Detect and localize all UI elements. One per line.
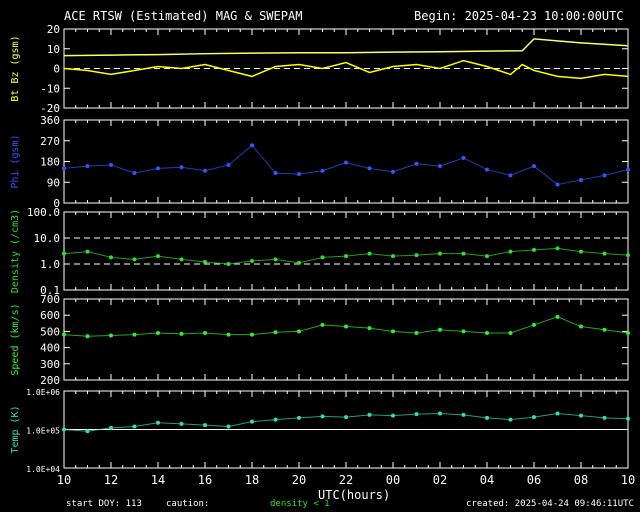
density-caution-note: density < 1 — [270, 499, 330, 509]
x-tick-label: 00 — [386, 473, 400, 487]
y-tick-label-speed: 400 — [40, 342, 60, 355]
y-tick-label-density: 100.0 — [27, 206, 60, 219]
panel-frame-density — [63, 211, 629, 291]
created-time: created: 2025-04-24 09:46:11UTC — [466, 499, 634, 509]
y-tick-label-phi: 0 — [53, 197, 60, 210]
x-tick-label: 10 — [621, 473, 635, 487]
caution-label: caution: — [166, 499, 210, 509]
y-tick-label-mag: -10 — [40, 82, 60, 95]
y-tick-label-speed: 700 — [40, 293, 60, 306]
panel-frames — [63, 28, 629, 469]
y-tick-label-speed: 300 — [40, 358, 60, 371]
axis-labels: 20 10 0 -10 -20 Bt Bz (gsm) 360 270 180 90 0 Phi (g… — [10, 23, 635, 487]
y-tick-label-speed: 600 — [40, 309, 60, 322]
series-line-bz — [63, 59, 629, 80]
y-axis-label-speed: Speed (km/s) — [10, 303, 21, 375]
y-axis-label-mag: Bt Bz (gsm) — [10, 35, 21, 101]
y-axis-label-temp: Temp (K) — [10, 405, 21, 453]
reference-lines — [64, 68, 628, 430]
y-tick-label-mag: 20 — [47, 23, 60, 36]
start-doy: start DOY: 113 — [66, 499, 142, 509]
y-tick-label-speed: 200 — [40, 374, 60, 387]
x-tick-label: 10 — [57, 473, 71, 487]
x-tick-label: 14 — [151, 473, 165, 487]
y-tick-label-density: 10.0 — [34, 232, 61, 245]
y-tick-label-mag: -20 — [40, 102, 60, 115]
y-axis-label-phi: Phi (gsm) — [10, 134, 21, 188]
y-tick-label-temp: 1.0E+04 — [26, 465, 60, 474]
y-tick-label-temp: 1.0E+05 — [26, 427, 60, 436]
x-tick-label: 08 — [574, 473, 588, 487]
x-tick-label: 20 — [292, 473, 306, 487]
panel-frame-speed — [63, 298, 629, 381]
x-tick-label: 16 — [198, 473, 212, 487]
y-axis-label-density: Density (/cm3) — [10, 209, 21, 293]
y-tick-label-density: 1.0 — [40, 258, 60, 271]
y-tick-label-phi: 180 — [40, 156, 60, 169]
y-tick-label-phi: 360 — [40, 114, 60, 127]
y-tick-label-speed: 500 — [40, 325, 60, 338]
series-trace-density — [63, 247, 629, 265]
x-tick-label: 22 — [339, 473, 353, 487]
series-trace-phi — [63, 144, 629, 186]
x-tick-label: 18 — [245, 473, 259, 487]
x-axis-label: UTC(hours) — [318, 488, 391, 502]
x-tick-label: 04 — [480, 473, 494, 487]
chart-title: ACE RTSW (Estimated) MAG & SWEPAM — [64, 9, 303, 23]
y-tick-label-mag: 0 — [53, 63, 60, 76]
series-line-bt — [63, 38, 629, 57]
x-tick-label: 02 — [433, 473, 447, 487]
y-tick-label-phi: 90 — [47, 176, 60, 189]
x-tick-label: 06 — [527, 473, 541, 487]
y-tick-label-density: 0.1 — [40, 284, 60, 297]
series-trace-speed — [63, 316, 629, 337]
data-marks — [62, 38, 630, 434]
x-tick-label: 12 — [104, 473, 118, 487]
y-tick-label-mag: 10 — [47, 43, 60, 56]
begin-time: Begin: 2025-04-23 10:00:00UTC — [414, 9, 624, 23]
y-tick-label-phi: 270 — [40, 135, 60, 148]
y-tick-label-temp: 1.0E+06 — [26, 388, 60, 397]
series-trace-temp — [63, 413, 629, 432]
